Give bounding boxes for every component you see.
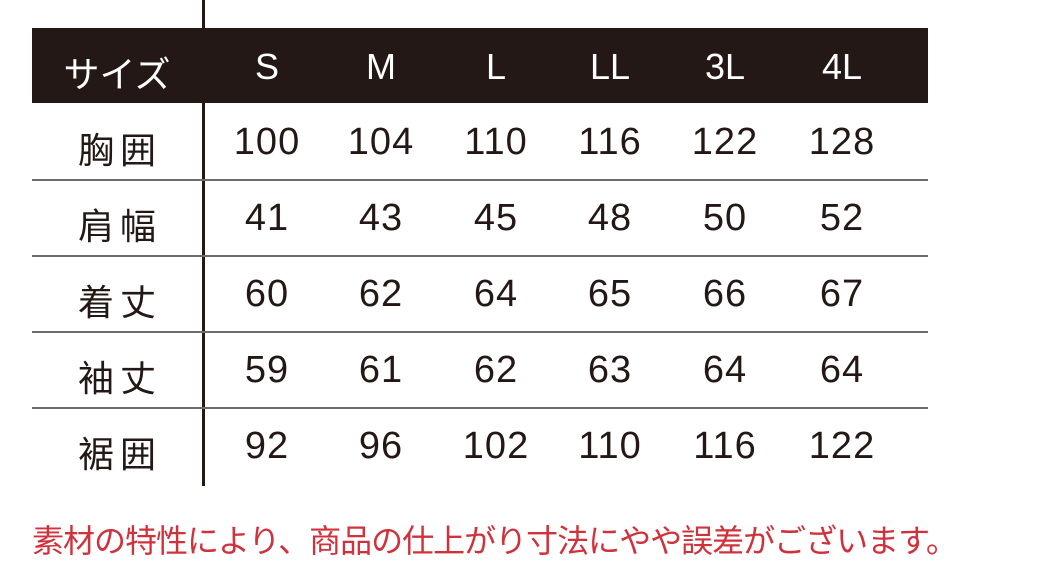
table-cell: 100 bbox=[233, 121, 301, 163]
table-cell: 66 bbox=[702, 273, 748, 315]
table-cell: 65 bbox=[587, 273, 633, 315]
row-label: 裾囲 bbox=[77, 434, 163, 475]
table-cell: 64 bbox=[473, 273, 519, 315]
table-cell: 62 bbox=[473, 349, 519, 391]
table-cell: 52 bbox=[819, 197, 865, 239]
table-cell: 48 bbox=[587, 197, 633, 239]
table-cell: 60 bbox=[244, 273, 290, 315]
header-size-L: L bbox=[485, 46, 507, 87]
table-cell: 41 bbox=[244, 197, 290, 239]
row-label: 着丈 bbox=[77, 282, 163, 323]
table-cell: 116 bbox=[578, 121, 642, 163]
header-size-3L: 3L bbox=[704, 46, 746, 87]
table-header-bar bbox=[32, 28, 928, 103]
table-cell: 45 bbox=[473, 197, 519, 239]
table-cell: 102 bbox=[462, 425, 530, 467]
table-cell: 110 bbox=[464, 121, 528, 163]
table-cell: 63 bbox=[587, 349, 633, 391]
table-cell: 122 bbox=[691, 121, 759, 163]
row-label: 袖丈 bbox=[77, 358, 163, 399]
column-divider bbox=[202, 0, 205, 486]
table-cell: 67 bbox=[819, 273, 865, 315]
table-cell: 122 bbox=[808, 425, 876, 467]
row-divider bbox=[32, 255, 928, 257]
row-label: 胸囲 bbox=[77, 130, 163, 171]
disclaimer-note: 素材の特性により、商品の仕上がり寸法にやや誤差がございます。 bbox=[32, 523, 958, 559]
table-cell: 92 bbox=[244, 425, 290, 467]
table-cell: 43 bbox=[358, 197, 404, 239]
header-size-label: サイズ bbox=[63, 54, 171, 95]
table-cell: 116 bbox=[693, 425, 757, 467]
table-cell: 62 bbox=[358, 273, 404, 315]
row-divider bbox=[32, 331, 928, 333]
row-divider bbox=[32, 179, 928, 181]
table-cell: 59 bbox=[244, 349, 290, 391]
table-cell: 104 bbox=[347, 121, 415, 163]
table-cell: 64 bbox=[702, 349, 748, 391]
table-cell: 128 bbox=[808, 121, 876, 163]
table-cell: 96 bbox=[358, 425, 404, 467]
table-cell: 110 bbox=[578, 425, 642, 467]
header-size-M: M bbox=[366, 46, 396, 87]
row-divider bbox=[32, 407, 928, 409]
table-cell: 61 bbox=[358, 349, 404, 391]
header-size-S: S bbox=[254, 46, 280, 87]
table-cell: 64 bbox=[819, 349, 865, 391]
table-cell: 50 bbox=[702, 197, 748, 239]
header-size-4L: 4L bbox=[821, 46, 863, 87]
row-label: 肩幅 bbox=[77, 206, 163, 247]
header-size-LL: LL bbox=[589, 46, 631, 87]
